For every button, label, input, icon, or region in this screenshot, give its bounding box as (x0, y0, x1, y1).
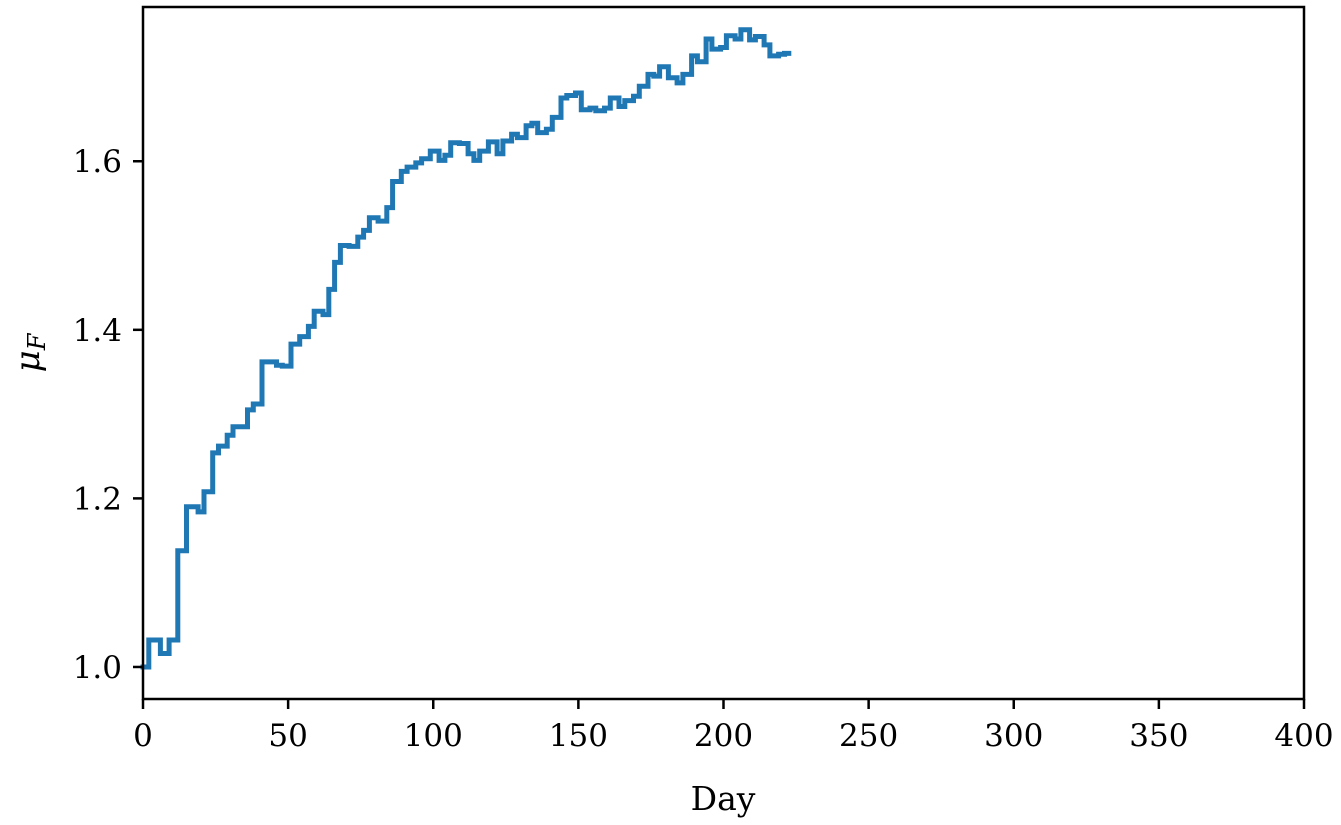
x-tick-label: 150 (549, 718, 608, 754)
x-axis: 0 50 100 150 200 250 300 350 400 (133, 699, 1334, 754)
y-axis-label: μF (8, 332, 51, 372)
x-tick-label: 250 (839, 718, 898, 754)
y-tick-label: 1.4 (73, 313, 122, 349)
plot-area (140, 5, 1306, 701)
x-tick-label: 100 (404, 718, 463, 754)
x-tick-label: 200 (694, 718, 753, 754)
series-line (140, 27, 792, 670)
y-tick-label: 1.6 (73, 144, 122, 180)
x-tick-label: 50 (268, 718, 307, 754)
x-tick-label: 0 (133, 718, 153, 754)
axes-frame (141, 5, 1306, 701)
x-tick-label: 300 (984, 718, 1043, 754)
y-axis-label-subscript: F (23, 332, 51, 351)
y-tick-label: 1.0 (73, 650, 122, 686)
x-tick-label: 350 (1129, 718, 1188, 754)
y-axis-label-symbol: μ (8, 350, 48, 372)
y-tick-label: 1.2 (73, 481, 122, 517)
x-tick-label: 400 (1274, 718, 1333, 754)
x-axis-label: Day (691, 779, 756, 818)
y-axis: 1.0 1.2 1.4 1.6 (73, 144, 143, 686)
